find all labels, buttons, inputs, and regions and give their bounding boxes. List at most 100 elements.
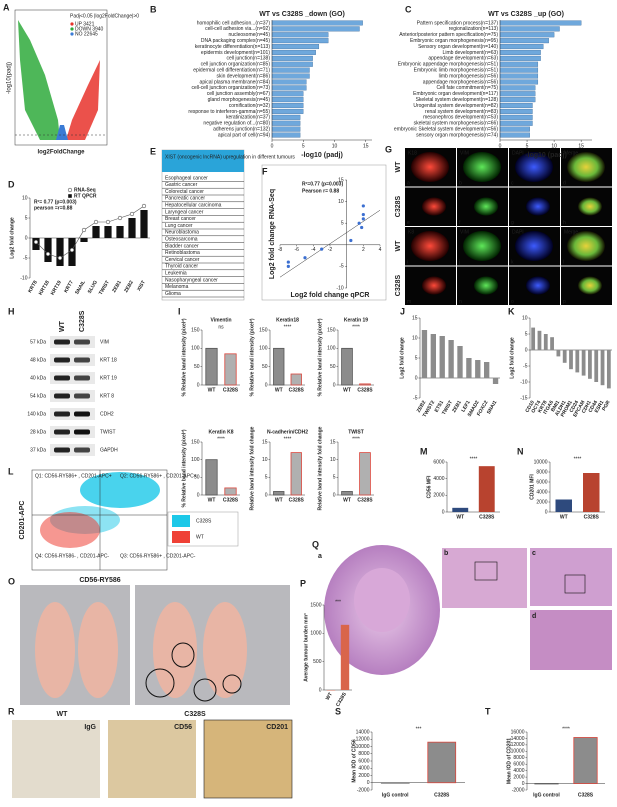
category-label: apical part of cell(n=94) bbox=[218, 132, 270, 138]
band bbox=[54, 357, 70, 363]
x-tick-label: 10 bbox=[332, 143, 338, 149]
y-tick-label: 10 bbox=[262, 457, 268, 463]
y-tick-label: 1500 bbox=[310, 602, 321, 608]
table-cell: Gastric cancer bbox=[165, 182, 198, 188]
y-axis-label: CD201 MFI bbox=[529, 474, 535, 500]
micro-sublabel: d bbox=[563, 180, 566, 186]
legend-title: Padj<0.05 |log2FoldChange|>0 bbox=[70, 13, 139, 19]
micro-sublabel: a bbox=[407, 180, 410, 186]
bar bbox=[439, 336, 445, 378]
x-tick-label: WT bbox=[275, 497, 283, 503]
y-tick-label: 15 bbox=[330, 439, 336, 445]
micro-sublabel: n bbox=[459, 299, 462, 305]
category-label: Pattern specification process(n=137) bbox=[417, 20, 499, 26]
y-axis-label: Log2 fold change bbox=[509, 337, 515, 379]
micro-sublabel: o bbox=[511, 299, 514, 305]
table-cell: Glioma bbox=[165, 291, 181, 297]
x-tick-label: XIST bbox=[136, 280, 147, 293]
annotation: R²= 0.77 (p=0.003) bbox=[34, 199, 77, 205]
bar bbox=[499, 120, 533, 126]
y-tick-label: 8000 bbox=[358, 751, 369, 757]
bar bbox=[499, 126, 530, 132]
y-axis-label: Relative band intensity fold change bbox=[317, 426, 323, 510]
y-tick-label: 10 bbox=[338, 199, 344, 205]
category-label: Embryonic organ development(n=117) bbox=[413, 91, 498, 97]
bar bbox=[499, 85, 536, 91]
bar bbox=[499, 67, 539, 73]
micro-sublabel: h bbox=[563, 220, 566, 226]
y-tick-label: 0 bbox=[415, 375, 418, 381]
y-tick-label: 50 bbox=[194, 475, 200, 481]
chart-title: Vimentin bbox=[210, 317, 231, 323]
protein-label: KRT 19 bbox=[100, 375, 117, 381]
x-tick-label: C328S bbox=[357, 497, 373, 503]
bar bbox=[271, 32, 329, 38]
bar bbox=[290, 373, 302, 386]
bar bbox=[452, 507, 469, 512]
bar bbox=[92, 226, 100, 238]
category-label: appendage morphogenesis(n=56) bbox=[423, 79, 499, 85]
y-tick-label: 0 bbox=[522, 781, 525, 787]
bar bbox=[224, 353, 237, 386]
bar bbox=[341, 491, 353, 496]
bar bbox=[140, 210, 148, 238]
bar bbox=[499, 97, 536, 103]
point bbox=[360, 225, 364, 230]
bar bbox=[271, 132, 301, 138]
row-label: C328S bbox=[395, 274, 402, 296]
y-tick-label: 4000 bbox=[433, 476, 444, 482]
y-axis-label: Relative band intensity fold change bbox=[249, 426, 255, 510]
significance: **** bbox=[284, 324, 292, 330]
y-tick-label: -5 bbox=[523, 363, 528, 369]
category-label: sensory organ morphogenesis(n=74) bbox=[416, 132, 498, 138]
bar bbox=[44, 238, 52, 262]
micro-cell bbox=[422, 276, 446, 295]
category-label: DNA packaging complex(n=45) bbox=[201, 38, 270, 44]
kda-label: 57 kDa bbox=[30, 339, 46, 345]
y-axis-label: % Relative band intensity (pixel²) bbox=[317, 318, 323, 396]
legend-swatch bbox=[172, 531, 190, 543]
y-axis-label: Log2 fold change RNA-Seq bbox=[269, 189, 276, 279]
x-tick-label: WT bbox=[343, 387, 351, 393]
bar bbox=[271, 114, 301, 120]
quadrant-label: Q4: CD56-RY586- , CD201-APC- bbox=[35, 553, 109, 559]
legend-label: RT QPCR bbox=[74, 193, 97, 199]
band bbox=[74, 429, 90, 435]
channel-label: Merge bbox=[564, 229, 578, 235]
micro-sublabel: j bbox=[458, 259, 460, 265]
y-tick-label: 150 bbox=[191, 439, 200, 445]
blot-strip bbox=[50, 354, 95, 366]
band bbox=[74, 393, 90, 399]
point bbox=[349, 238, 353, 243]
y-tick-label: -5 bbox=[23, 255, 28, 261]
bar bbox=[499, 26, 560, 32]
volcano-plot bbox=[14, 9, 108, 146]
y-tick-label: -10 bbox=[520, 379, 527, 385]
axis-label: -log10(padj) bbox=[7, 62, 13, 94]
y-tick-label: 150 bbox=[259, 327, 268, 333]
micro-sublabel: b bbox=[459, 180, 462, 186]
table-cell: Breast cancer bbox=[165, 216, 196, 222]
micro-sublabel: e bbox=[407, 220, 410, 226]
point bbox=[320, 247, 324, 251]
y-tick-label: 0 bbox=[442, 509, 445, 515]
bar bbox=[606, 350, 611, 389]
legend-label: WT bbox=[196, 534, 204, 540]
bar bbox=[550, 337, 554, 350]
x-tick-label: KRT19 bbox=[50, 279, 63, 296]
y-tick-label: 10000 bbox=[511, 749, 525, 755]
table-cell: Osteosarcoma bbox=[165, 237, 198, 243]
y-tick-label: 12000 bbox=[511, 742, 525, 748]
y-tick-label: 100 bbox=[191, 346, 200, 352]
bar bbox=[359, 452, 371, 496]
x-tick-label: 4 bbox=[379, 247, 382, 253]
table-cell: Colorectal cancer bbox=[165, 189, 204, 195]
bar bbox=[499, 79, 539, 85]
band bbox=[54, 447, 70, 453]
legend-swatch bbox=[67, 187, 73, 193]
y-tick-label: 100 bbox=[191, 457, 200, 463]
y-tick-label: -15 bbox=[520, 395, 527, 401]
y-tick-label: -2000 bbox=[512, 787, 525, 793]
y-axis-label: % Relative band intensity (pixel²) bbox=[181, 429, 187, 507]
